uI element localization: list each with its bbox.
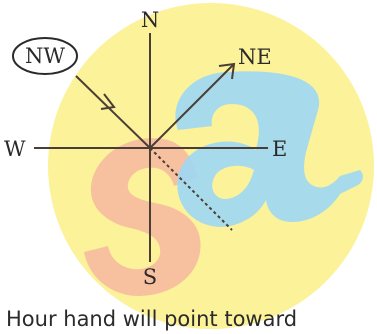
east-label: E [272,137,287,161]
watermark-s-logo [84,138,201,296]
southeast-dotted-line [149,147,233,231]
northeast-label: NE [238,45,272,69]
northeast-arrow [149,63,235,149]
northwest-arrowhead [100,93,116,110]
caption-text: Hour hand will point toward [6,307,298,331]
northwest-arrow [75,75,151,149]
northwest-label-ellipse [12,37,78,75]
northwest-label: NW [25,44,65,68]
west-label: W [4,137,26,161]
south-label: S [143,265,157,289]
watermark-a-logo [175,71,363,227]
north-label: N [141,8,159,32]
northeast-arrowhead [218,62,236,80]
